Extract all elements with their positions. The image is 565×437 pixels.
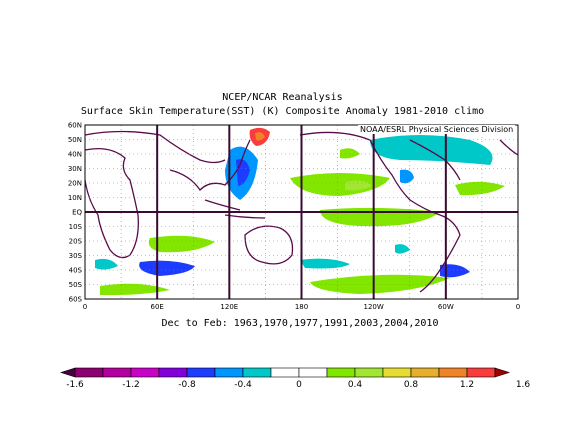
- lat-label: 30S: [69, 252, 83, 260]
- colorbar-swatch: [186, 367, 216, 378]
- longitude-labels: 0 60E 120E 180 120W 60W 0: [83, 303, 520, 311]
- lon-label: 120E: [220, 303, 238, 311]
- map-title: NCEP/NCAR Reanalysis: [222, 92, 343, 103]
- colorbar-label: 0.8: [404, 380, 419, 390]
- colorbar-swatch: [466, 367, 496, 378]
- lat-label: 10S: [69, 223, 83, 231]
- lon-label: 120W: [364, 303, 384, 311]
- colorbar-swatch: [410, 367, 440, 378]
- colorbar-swatch: [354, 367, 384, 378]
- lat-label: 20S: [69, 238, 83, 246]
- map-subtitle: Surface Skin Temperature(SST) (K) Compos…: [80, 106, 485, 117]
- credit-label: NOAA/ESRL Physical Sciences Division: [358, 125, 516, 134]
- colorbar-low-arrow: [60, 367, 76, 378]
- colorbar: -1.6 -1.2 -0.8 -0.4 0 0.4 0.8 1.2 1.6: [60, 367, 531, 390]
- colorbar-swatch: [102, 367, 132, 378]
- lat-label: 50S: [69, 281, 83, 289]
- lat-label: EQ: [72, 209, 82, 217]
- lon-label: 0: [516, 303, 520, 311]
- colorbar-label: -1.2: [122, 380, 140, 390]
- colorbar-high-arrow: [494, 367, 510, 378]
- lat-label: 10N: [68, 194, 82, 202]
- lon-label: 60W: [438, 303, 454, 311]
- colorbar-swatch: [382, 367, 412, 378]
- colorbar-label: 1.6: [516, 380, 531, 390]
- colorbar-swatch: [298, 367, 328, 378]
- colorbar-label: -1.6: [66, 380, 84, 390]
- composite-caption: Dec to Feb: 1963,1970,1977,1991,2003,200…: [161, 318, 439, 329]
- lat-label: 40N: [68, 151, 82, 159]
- lat-label: 20N: [68, 180, 82, 188]
- colorbar-label: 0.4: [348, 380, 363, 390]
- lat-label: 30N: [68, 165, 82, 173]
- colorbar-swatch: [158, 367, 188, 378]
- colorbar-label: 0: [296, 380, 302, 390]
- colorbar-swatch: [270, 367, 300, 378]
- colorbar-swatch: [74, 367, 104, 378]
- lat-lon-grid: [85, 125, 518, 299]
- colorbar-swatch: [130, 367, 160, 378]
- lon-label: 0: [83, 303, 87, 311]
- colorbar-swatch: [326, 367, 356, 378]
- colorbar-swatch: [214, 367, 244, 378]
- lat-label: 60S: [69, 296, 83, 304]
- colorbar-swatch: [438, 367, 468, 378]
- lon-label: 60E: [150, 303, 163, 311]
- colorbar-swatch: [242, 367, 272, 378]
- latitude-labels: 60N 50N 40N 30N 20N 10N EQ 10S 20S 30S 40S 50S 60S: [68, 122, 83, 304]
- lat-label: 60N: [68, 122, 82, 130]
- colorbar-label: -0.8: [178, 380, 196, 390]
- lon-label: 180: [295, 303, 308, 311]
- lat-label: 50N: [68, 136, 82, 144]
- colorbar-label: -0.4: [234, 380, 252, 390]
- lat-label: 40S: [69, 267, 83, 275]
- map-frame: [84, 124, 519, 300]
- colorbar-label: 1.2: [460, 380, 474, 390]
